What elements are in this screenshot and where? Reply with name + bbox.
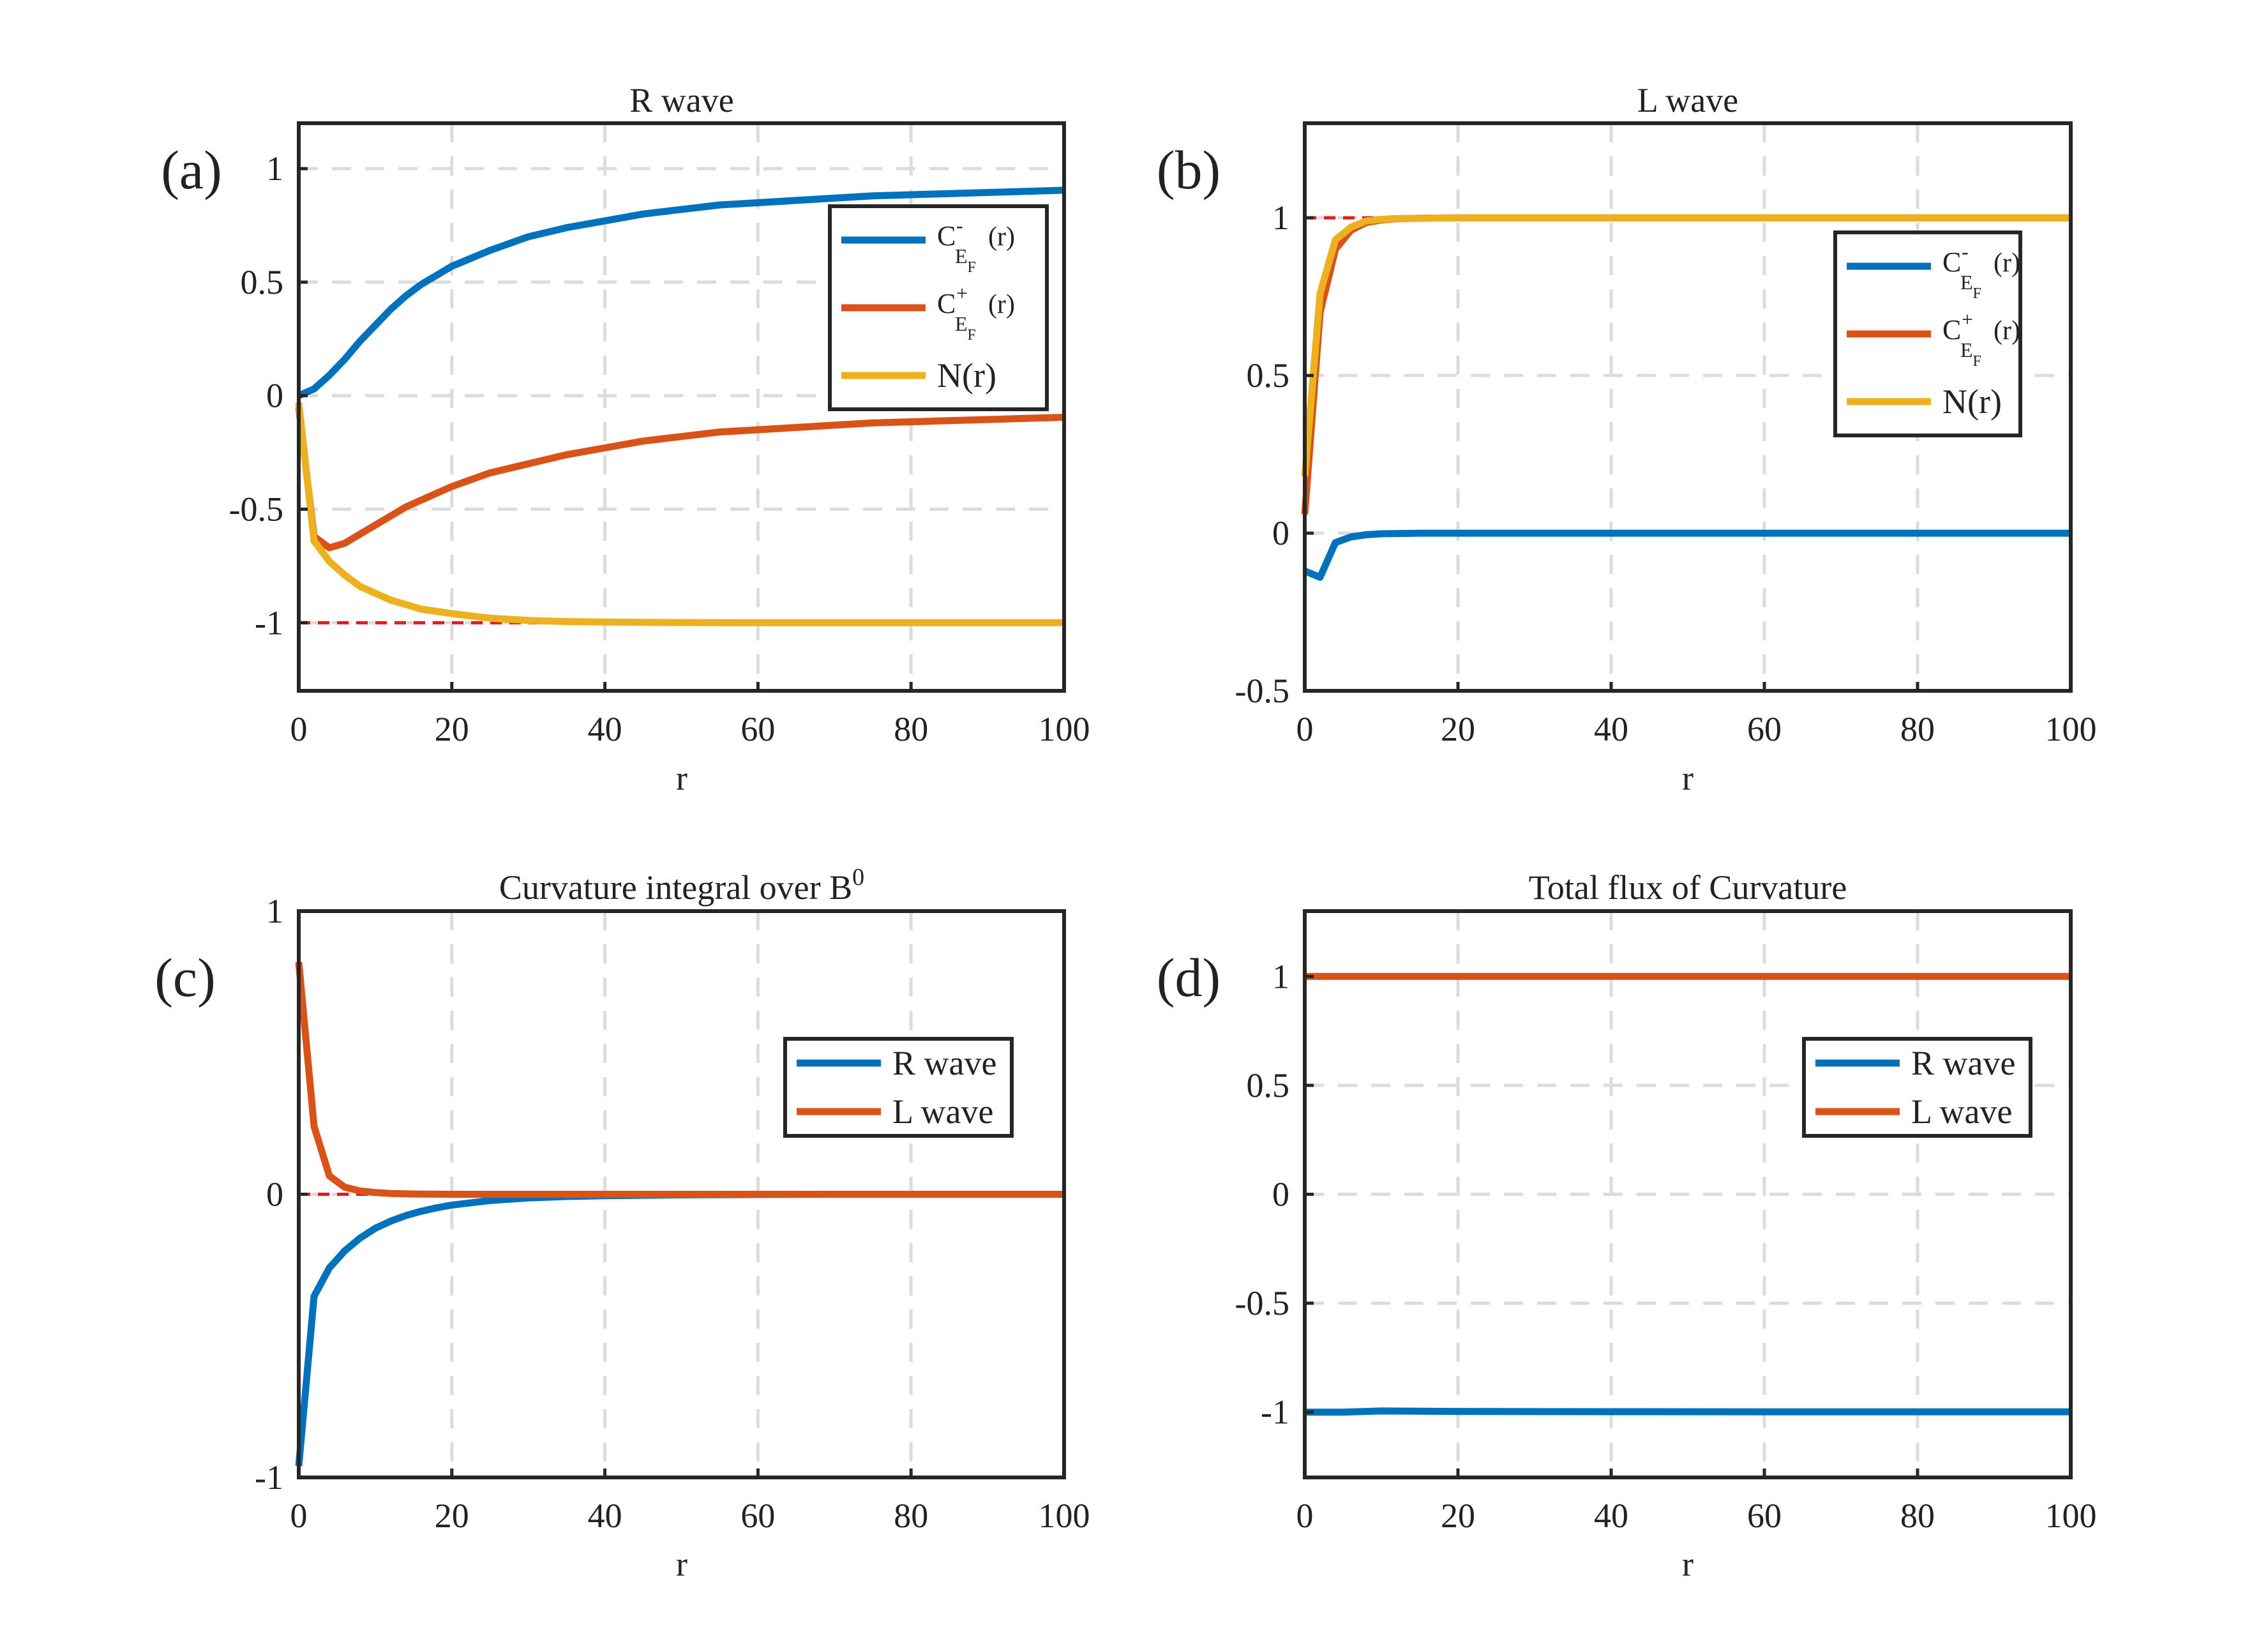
panel-c-ticks: 0 20 40 60 80 100-101 bbox=[255, 892, 1090, 1535]
panel-d-xtick-label-0: 0 bbox=[1296, 1497, 1314, 1535]
panel-d: (d) Total flux of Curvature r 0 20 40 60 80 1… bbox=[1157, 868, 2097, 1583]
panel-a-xtick-label-5: 100 bbox=[1039, 710, 1090, 748]
panel-a-series bbox=[295, 186, 1065, 626]
panel-a-ytick-label-1: -0.5 bbox=[229, 490, 283, 529]
panel-c-series-line-1 bbox=[295, 962, 1064, 1198]
panel-b-legend-label-1: C+ EF(r) bbox=[1942, 308, 2020, 370]
panel-b-series-line-0 bbox=[1303, 529, 2071, 581]
panel-a-title: R wave bbox=[629, 81, 733, 119]
panel-d-xtick-label-2: 40 bbox=[1594, 1497, 1628, 1535]
panel-d-legend-label-1: L wave bbox=[1911, 1092, 2012, 1131]
panel-d-ytick-label-4: 1 bbox=[1272, 957, 1289, 995]
panel-b-xtick-label-5: 100 bbox=[2045, 710, 2097, 748]
panel-b-ytick-label-0: -0.5 bbox=[1235, 672, 1289, 710]
panel-a-xtick-label-4: 80 bbox=[894, 710, 928, 748]
panel-c-legend-label-0: R wave bbox=[892, 1044, 996, 1082]
panel-b-label: (b) bbox=[1157, 139, 1220, 200]
panel-d-xtick-label-4: 80 bbox=[1900, 1497, 1935, 1535]
panel-d-series-line-0 bbox=[1305, 1407, 2071, 1416]
panel-a-legend-label-2: N(r) bbox=[937, 356, 996, 395]
panel-d-xtick-label-5: 100 bbox=[2045, 1497, 2097, 1535]
panel-a-xtick-label-3: 60 bbox=[740, 710, 775, 748]
panel-c-xtick-label-5: 100 bbox=[1039, 1497, 1090, 1535]
panel-a-xlabel: r bbox=[676, 759, 687, 797]
panel-a-ticks: 0 20 40 60 80 100 -1 -0.5 0 0.5 1 bbox=[229, 149, 1090, 748]
panel-c-title: Curvature integral over B0 bbox=[499, 864, 864, 907]
panel-b-ytick-label-1: 0 bbox=[1272, 514, 1289, 552]
panel-a-ytick-label-2: 0 bbox=[266, 377, 283, 415]
panel-c-label: (c) bbox=[154, 947, 215, 1008]
panel-b-ytick-label-2: 0.5 bbox=[1247, 356, 1290, 395]
panel-b-xtick-label-4: 80 bbox=[1900, 710, 1935, 748]
panel-a-axes-frame bbox=[297, 121, 1066, 693]
panel-c-xtick-label-0: 0 bbox=[290, 1497, 308, 1535]
panel-c-xtick-label-3: 60 bbox=[740, 1497, 775, 1535]
panel-b-series bbox=[1301, 214, 2071, 581]
panel-a: (a) R wave r 0 20 40 60 80 100 -1 -0.5 0 0.5 1 C-E… bbox=[161, 81, 1090, 797]
panel-a-ytick-label-3: 0.5 bbox=[241, 263, 284, 301]
panel-a-ytick-label-4: 1 bbox=[266, 149, 283, 188]
panel-a-series-line-0 bbox=[297, 186, 1065, 399]
panel-a-xtick-label-0: 0 bbox=[290, 710, 308, 748]
panel-d-ticks: 0 20 40 60 80 100 -1 -0.5 0 0.5 1 bbox=[1235, 957, 2097, 1535]
panel-c-ytick-label-2: 1 bbox=[266, 892, 283, 930]
panel-b-xtick-label-0: 0 bbox=[1296, 710, 1314, 748]
panel-d-label: (d) bbox=[1157, 947, 1220, 1008]
panel-b: (b) L wave r 0 20 40 60 80 100-0.500.51 C-EF(… bbox=[1157, 81, 2097, 797]
panel-a-legend-label-1: C+ EF(r) bbox=[937, 282, 1015, 344]
panel-d-xtick-label-1: 20 bbox=[1441, 1497, 1475, 1535]
panel-b-series-line-2 bbox=[1301, 214, 2071, 477]
panel-d-xtick-label-3: 60 bbox=[1747, 1497, 1782, 1535]
panel-c-ytick-label-1: 0 bbox=[266, 1175, 283, 1214]
panel-a-legend-label-0: C-EF(r) bbox=[937, 214, 1015, 276]
panel-c-xlabel: r bbox=[676, 1545, 687, 1583]
panel-d-ytick-label-2: 0 bbox=[1272, 1175, 1289, 1214]
panel-a-xtick-label-2: 40 bbox=[588, 710, 622, 748]
panel-c-legend-box bbox=[783, 1037, 1014, 1138]
panel-d-ytick-label-3: 0.5 bbox=[1247, 1066, 1290, 1105]
panel-c-legend: R wave L wave bbox=[783, 1037, 1014, 1138]
panel-d-title: Total flux of Curvature bbox=[1529, 868, 1847, 907]
panel-b-axes-frame bbox=[1303, 121, 2073, 693]
panel-d-xlabel: r bbox=[1682, 1545, 1693, 1583]
panel-a-xtick-label-1: 20 bbox=[435, 710, 469, 748]
panel-c-title-main: Curvature integral over B bbox=[499, 868, 852, 907]
panel-a-series-line-1 bbox=[295, 406, 1065, 552]
panel-b-legend-label-2: N(r) bbox=[1942, 382, 2002, 421]
panel-b-title: L wave bbox=[1637, 81, 1738, 119]
panel-d-legend-box bbox=[1802, 1037, 2032, 1138]
panel-c-legend-label-1: L wave bbox=[892, 1092, 993, 1131]
panel-d-series bbox=[1305, 972, 2071, 1416]
panel-d-ytick-label-0: -1 bbox=[1261, 1393, 1289, 1431]
panel-a-ytick-label-0: -1 bbox=[255, 603, 283, 642]
panel-b-legend-label-0: C-EF(r) bbox=[1942, 240, 2020, 302]
panel-d-legend-label-0: R wave bbox=[1911, 1044, 2015, 1082]
panel-d-ytick-label-1: -0.5 bbox=[1235, 1284, 1289, 1322]
panel-b-xtick-label-2: 40 bbox=[1594, 710, 1628, 748]
panel-b-legend: C-EF(r)C+ EF(r) N(r) bbox=[1833, 230, 2022, 437]
panel-b-ticks: 0 20 40 60 80 100-0.500.51 bbox=[1235, 199, 2097, 748]
panel-c-xtick-label-4: 80 bbox=[894, 1497, 928, 1535]
panel-b-xlabel: r bbox=[1682, 759, 1693, 797]
panel-c-xtick-label-2: 40 bbox=[588, 1497, 622, 1535]
panel-c-ytick-label-0: -1 bbox=[255, 1458, 283, 1497]
panel-c-series bbox=[295, 962, 1064, 1467]
panel-c-title-superscript: 0 bbox=[852, 864, 864, 891]
panel-d-legend: R wave L wave bbox=[1802, 1037, 2032, 1138]
panel-a-series-line-2 bbox=[295, 402, 1064, 626]
panel-b-xtick-label-3: 60 bbox=[1747, 710, 1782, 748]
panel-b-xtick-label-1: 20 bbox=[1441, 710, 1475, 748]
panel-b-ytick-label-3: 1 bbox=[1272, 199, 1289, 237]
panel-c: (c) Curvature integral over B0 r 0 20 40 60… bbox=[154, 864, 1090, 1583]
panel-c-xtick-label-1: 20 bbox=[435, 1497, 469, 1535]
panel-a-legend: C-EF(r)C+ EF(r) N(r) bbox=[828, 204, 1049, 411]
panel-a-label: (a) bbox=[161, 139, 222, 200]
